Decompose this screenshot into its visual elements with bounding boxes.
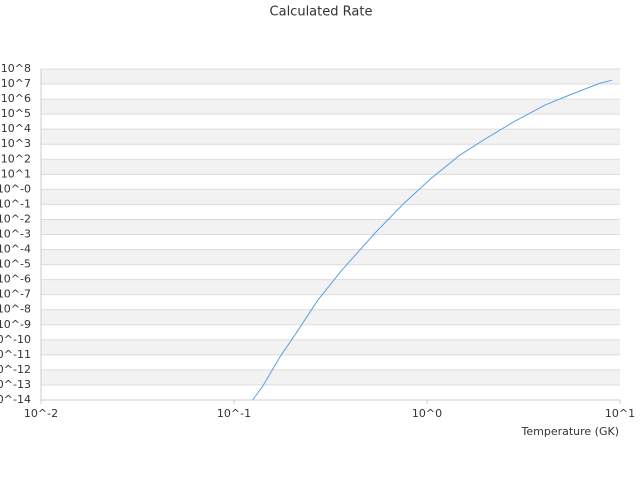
- y-tick-label: 10^-12: [0, 363, 31, 376]
- grid-band: [41, 159, 620, 175]
- grid-band: [41, 279, 620, 295]
- data-line: [252, 79, 613, 401]
- grid-band: [41, 219, 620, 235]
- y-tick-label: 10^-2: [0, 212, 31, 225]
- x-tick-label: 10^0: [412, 407, 442, 420]
- grid-band: [41, 369, 620, 385]
- y-tick-label: 10^6: [1, 92, 31, 105]
- y-tick-label: 10^-13: [0, 378, 31, 391]
- y-tick-label: 10^1: [1, 167, 31, 180]
- y-tick-label: 10^8: [1, 62, 31, 75]
- y-tick-label: 10^-0: [0, 182, 31, 195]
- y-tick-label: 10^7: [1, 77, 31, 90]
- grid-band: [41, 309, 620, 325]
- y-tick-label: 10^-9: [0, 318, 31, 331]
- y-tick-label: 10^-14: [0, 393, 31, 406]
- y-tick-label: 10^-3: [0, 228, 31, 241]
- y-tick-label: 10^-5: [0, 258, 31, 271]
- y-tick-label: 10^5: [1, 107, 31, 120]
- x-tick-label: 10^1: [605, 407, 635, 420]
- x-tick-label: 10^-1: [217, 407, 251, 420]
- grid-band: [41, 189, 620, 205]
- y-tick-label: 10^-10: [0, 333, 31, 346]
- y-tick-label: 10^-11: [0, 348, 31, 361]
- y-tick-label: 10^-6: [0, 273, 31, 286]
- x-tick-label: 10^-2: [24, 407, 58, 420]
- x-axis-label: Temperature (GK): [521, 425, 620, 438]
- y-tick-label: 10^4: [1, 122, 31, 135]
- grid-band: [41, 69, 620, 85]
- y-tick-label: 10^-1: [0, 197, 31, 210]
- grid-band: [41, 249, 620, 265]
- y-tick-label: 10^-8: [0, 303, 31, 316]
- grid-band: [41, 129, 620, 145]
- y-tick-label: 10^-7: [0, 288, 31, 301]
- chart-title: Calculated Rate: [270, 5, 373, 20]
- y-tick-label: 10^2: [1, 152, 31, 165]
- grid-band: [41, 339, 620, 355]
- y-tick-label: 10^3: [1, 137, 31, 150]
- grid-band: [41, 99, 620, 115]
- y-tick-label: 10^-4: [0, 243, 31, 256]
